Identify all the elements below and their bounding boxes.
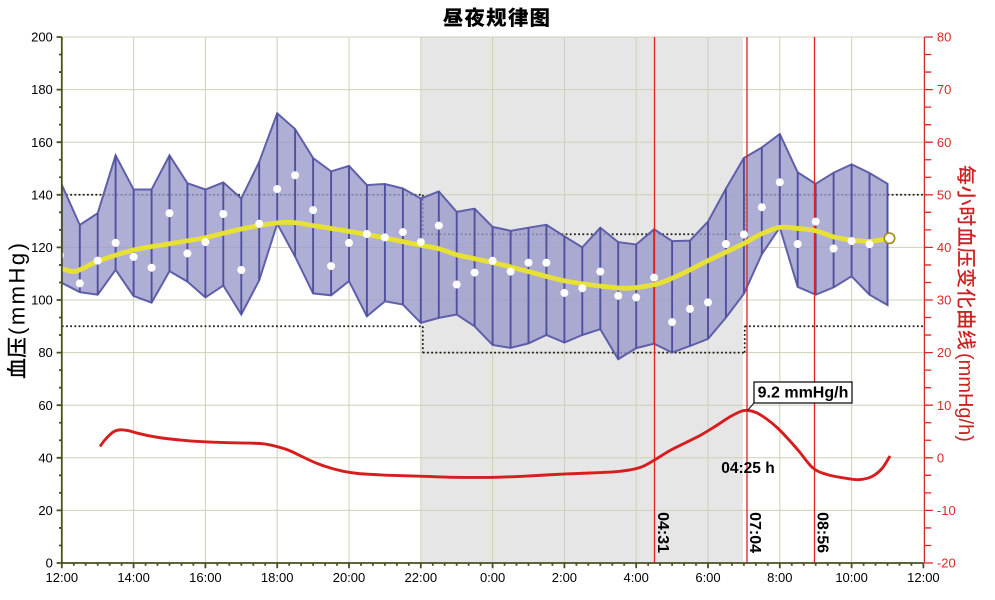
svg-text:200: 200 [31, 30, 53, 45]
svg-text:-20: -20 [937, 556, 956, 571]
svg-text:30: 30 [937, 293, 951, 308]
svg-text:20: 20 [937, 345, 951, 360]
svg-text:180: 180 [31, 82, 53, 97]
svg-text:12:00: 12:00 [46, 570, 79, 585]
svg-text:6:00: 6:00 [695, 570, 720, 585]
svg-text:16:00: 16:00 [189, 570, 222, 585]
svg-text:50: 50 [937, 187, 951, 202]
svg-text:80: 80 [937, 30, 951, 45]
svg-text:70: 70 [937, 82, 951, 97]
svg-text:18:00: 18:00 [261, 570, 294, 585]
svg-text:60: 60 [38, 398, 52, 413]
svg-text:07:04: 07:04 [746, 512, 763, 553]
svg-text:12:00: 12:00 [907, 570, 940, 585]
svg-text:22:00: 22:00 [405, 570, 438, 585]
svg-text:9.2 mmHg/h: 9.2 mmHg/h [758, 385, 849, 402]
svg-text:10: 10 [937, 398, 951, 413]
svg-text:140: 140 [31, 187, 53, 202]
svg-text:160: 160 [31, 135, 53, 150]
svg-text:0: 0 [46, 556, 53, 571]
svg-text:08:56: 08:56 [814, 512, 831, 553]
svg-text:4:00: 4:00 [624, 570, 649, 585]
svg-text:10:00: 10:00 [835, 570, 868, 585]
svg-text:04:25 h: 04:25 h [721, 460, 774, 477]
svg-text:2:00: 2:00 [552, 570, 577, 585]
svg-text:40: 40 [937, 240, 951, 255]
svg-text:(mmHg/h): (mmHg/h) [954, 353, 976, 442]
svg-text:80: 80 [38, 345, 52, 360]
svg-text:04:31: 04:31 [654, 512, 671, 553]
svg-text:-10: -10 [937, 503, 956, 518]
svg-text:60: 60 [937, 135, 951, 150]
svg-text:20:00: 20:00 [333, 570, 366, 585]
svg-text:(mmHg): (mmHg) [5, 241, 30, 335]
svg-text:100: 100 [31, 293, 53, 308]
svg-text:120: 120 [31, 240, 53, 255]
svg-text:20: 20 [38, 503, 52, 518]
svg-text:8:00: 8:00 [767, 570, 792, 585]
svg-text:40: 40 [38, 450, 52, 465]
svg-text:14:00: 14:00 [117, 570, 150, 585]
svg-text:0:00: 0:00 [480, 570, 505, 585]
svg-text:0: 0 [937, 450, 944, 465]
